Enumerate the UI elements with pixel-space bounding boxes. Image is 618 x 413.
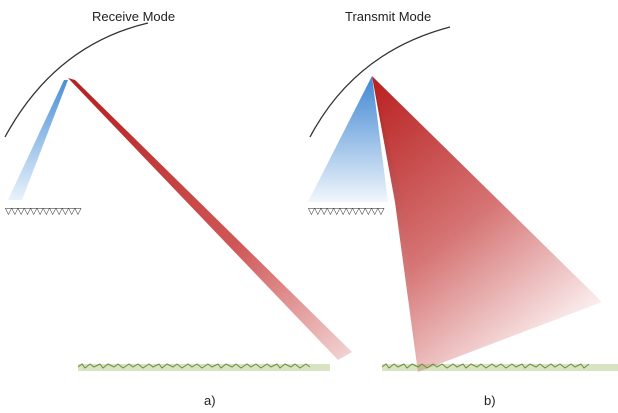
transmit-beam-blue-b <box>308 76 388 202</box>
panel-b-caption: b) <box>484 393 496 408</box>
feed-array-a: ▽▽▽▽▽▽▽▽▽▽▽▽ <box>5 207 82 217</box>
panel-a-drawing: ▽▽▽▽▽▽▽▽▽▽▽▽ <box>4 22 352 360</box>
svg-text:▽▽▽▽▽▽▽▽▽▽▽▽: ▽▽▽▽▽▽▽▽▽▽▽▽ <box>5 207 82 217</box>
reflected-beam-a <box>68 78 352 360</box>
feed-array-b: ▽▽▽▽▽▽▽▽▽▽▽▽ <box>308 207 385 217</box>
receive-beam-a <box>8 80 68 200</box>
panel-b-drawing: ▽▽▽▽▽▽▽▽▽▽▽▽ <box>308 26 602 372</box>
reflector-arc-a <box>4 22 149 138</box>
panel-b-title: Transmit Mode <box>345 9 432 24</box>
reflector-arc-b <box>309 26 451 138</box>
panel-a-title: Receive Mode <box>92 9 176 24</box>
ground-strip <box>77 363 618 371</box>
svg-text:▽▽▽▽▽▽▽▽▽▽▽▽: ▽▽▽▽▽▽▽▽▽▽▽▽ <box>308 207 385 217</box>
transmit-beam-red-b <box>372 76 602 372</box>
panel-a-caption: a) <box>204 393 216 408</box>
